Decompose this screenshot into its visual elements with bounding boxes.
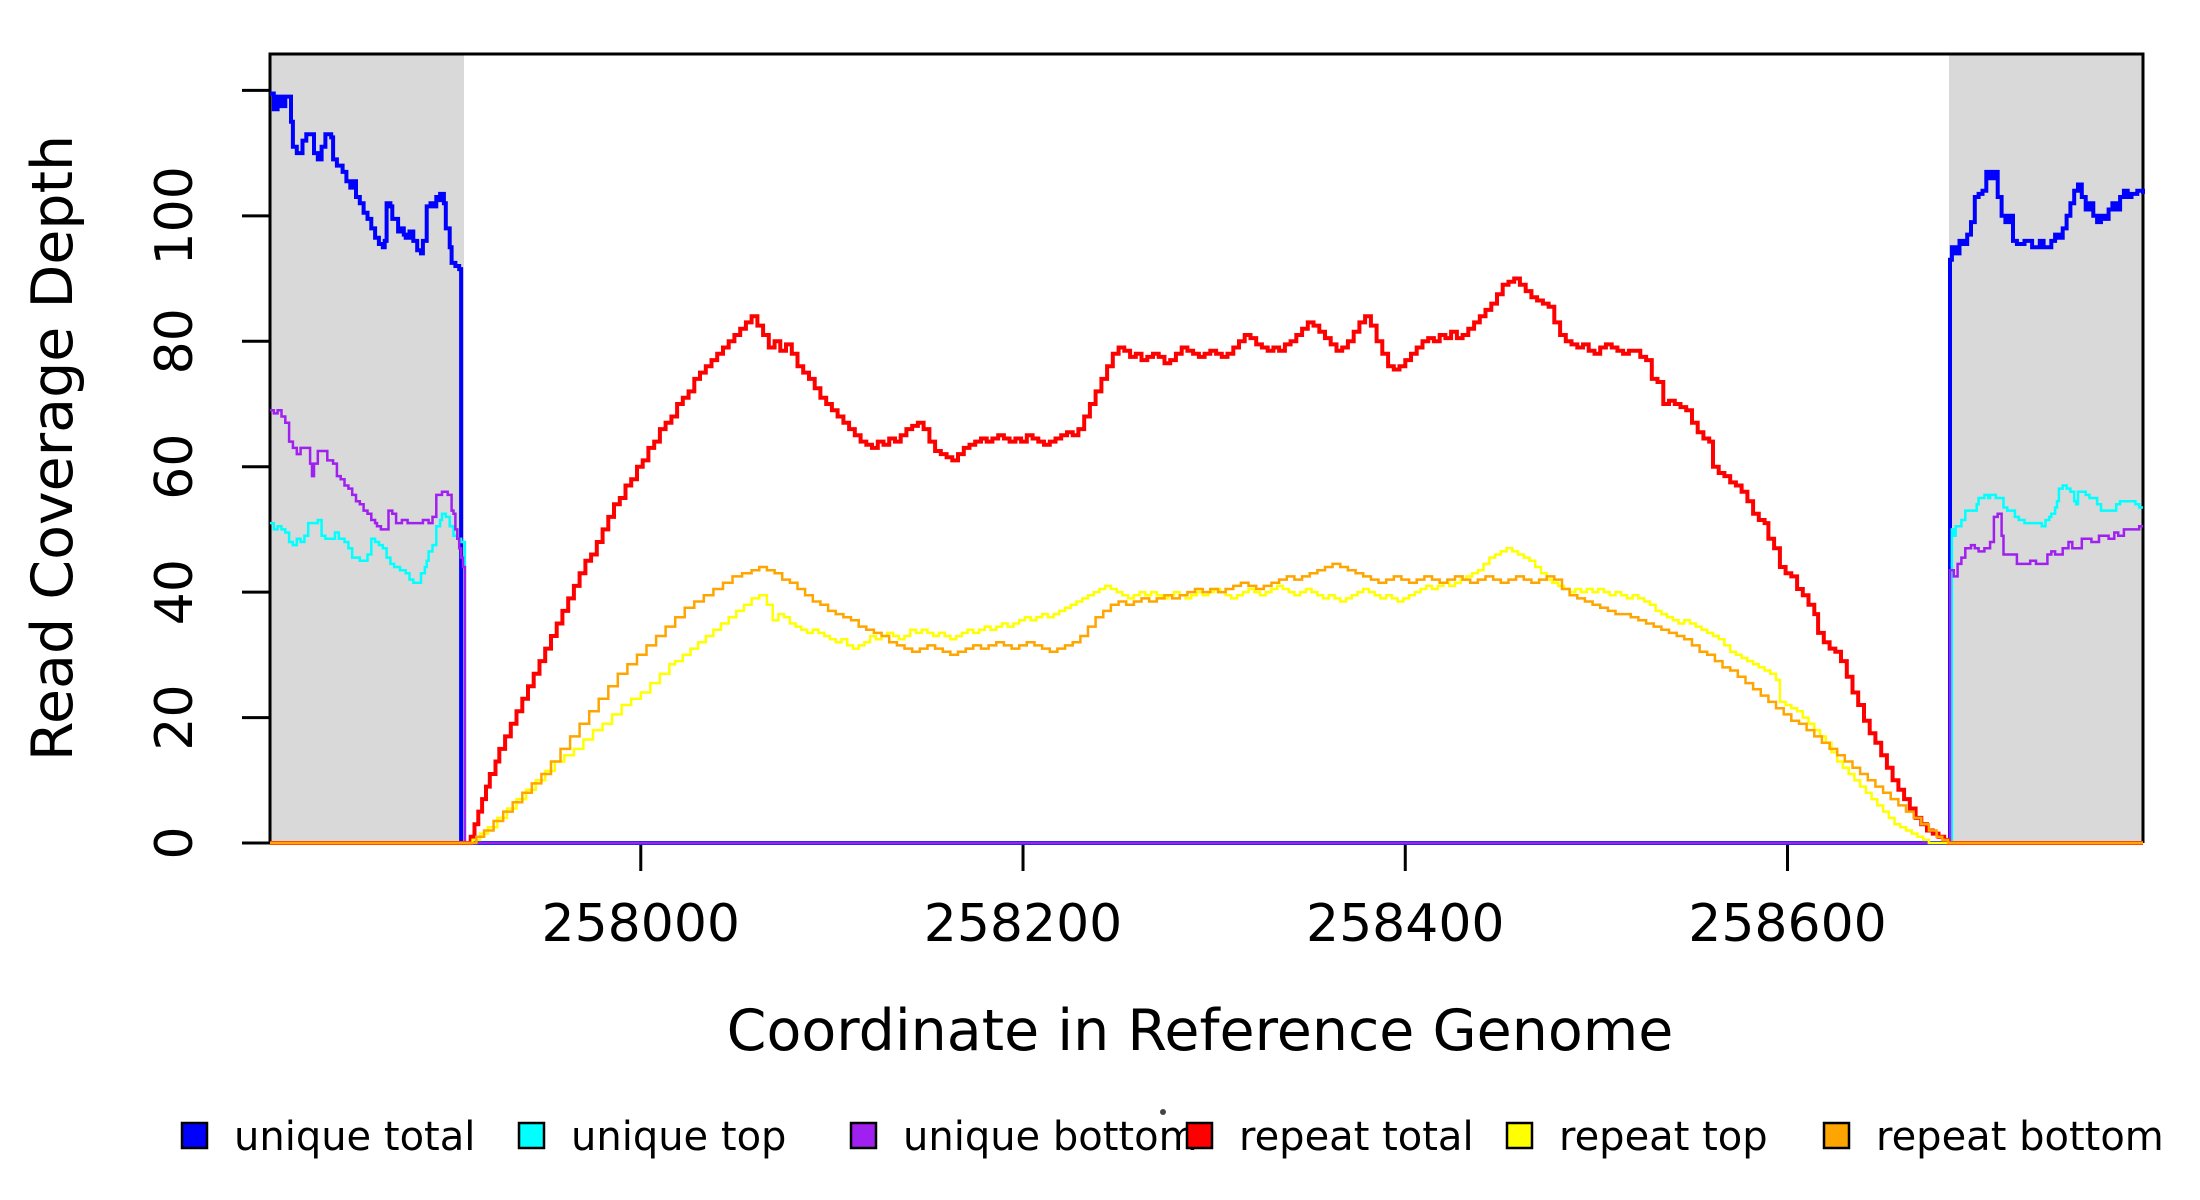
legend-label: unique total xyxy=(234,1114,475,1160)
legend-item-repeat-total: repeat total xyxy=(1185,1114,1474,1160)
x-tick-label: 258200 xyxy=(924,894,1123,954)
legend-label: repeat bottom xyxy=(1876,1114,2164,1160)
shaded-region xyxy=(270,54,464,843)
shaded-region xyxy=(1949,54,2143,843)
legend-label: repeat top xyxy=(1559,1114,1768,1160)
x-axis-title: Coordinate in Reference Genome xyxy=(727,998,1674,1064)
legend-item-repeat-bottom: repeat bottom xyxy=(1822,1114,2164,1160)
legend-item-repeat-top: repeat top xyxy=(1505,1114,1768,1160)
x-tick-label: 258600 xyxy=(1688,894,1887,954)
plot-frame xyxy=(268,52,2145,843)
legend-label: repeat total xyxy=(1239,1114,1474,1160)
shaded-unique-regions xyxy=(270,54,2143,843)
y-tick-label: 0 xyxy=(145,826,205,859)
y-axis-title: Read Coverage Depth xyxy=(20,135,86,761)
legend-item-unique-bottom: unique bottom xyxy=(849,1114,1198,1160)
series-unique-bottom xyxy=(270,408,2143,845)
legend-label: unique top xyxy=(571,1114,786,1160)
x-tick-label: 258000 xyxy=(542,894,741,954)
series-repeat-total xyxy=(270,276,2143,845)
legend-swatch xyxy=(849,1121,878,1150)
series-unique-total xyxy=(270,91,2145,845)
legend-swatch xyxy=(1822,1121,1851,1150)
legend-swatch xyxy=(517,1121,546,1150)
y-tick-label: 60 xyxy=(145,434,205,500)
series-repeat-top xyxy=(270,546,2143,845)
data-series xyxy=(270,91,2145,845)
legend-item-unique-top: unique top xyxy=(517,1114,786,1160)
series-repeat-bottom xyxy=(270,562,2143,845)
series-unique-top xyxy=(270,484,2143,845)
x-tick-label: 258400 xyxy=(1306,894,1505,954)
y-tick-label: 20 xyxy=(145,684,205,750)
legend-swatch xyxy=(180,1121,209,1150)
legend-item-unique-total: unique total xyxy=(180,1114,475,1160)
legend-swatch xyxy=(1505,1121,1534,1150)
stray-dot-artifact xyxy=(1160,1109,1166,1115)
plot-border xyxy=(268,52,2145,843)
legend-swatch xyxy=(1185,1121,1214,1150)
y-tick-label: 40 xyxy=(145,559,205,625)
legend: unique total unique top unique bottom repea… xyxy=(180,1114,2164,1160)
y-tick-label: 80 xyxy=(145,308,205,374)
axis-ticks: 258000 258200 258400 258600 0 20 40 60 80 100 xyxy=(145,88,1887,954)
legend-label: unique bottom xyxy=(903,1114,1198,1160)
y-tick-label: 100 xyxy=(145,166,205,265)
